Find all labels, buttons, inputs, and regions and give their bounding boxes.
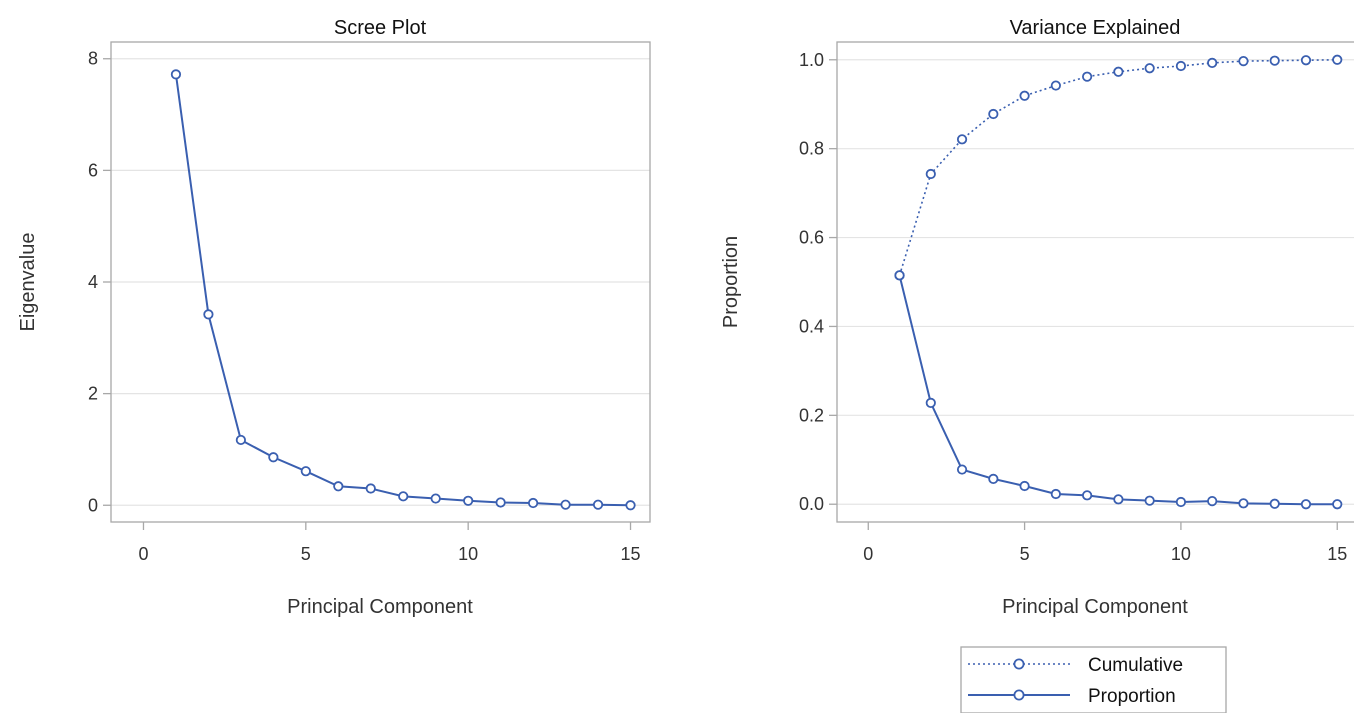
- variance-explained-x-tick-label: 15: [1327, 544, 1347, 564]
- variance-explained-cumulative-point: [1113, 66, 1124, 77]
- variance-explained-cumulative-point: [1207, 57, 1218, 68]
- scree-plot-series-point: [592, 499, 604, 510]
- scree-plot-y-axis-label: Eigenvalue: [17, 233, 39, 332]
- scree-plot-gridlines: [111, 58, 650, 506]
- variance-explained-cumulative-point: [925, 168, 936, 180]
- variance-explained-y-ticks: 0.0 0.2 0.4 0.6 0.8 1.0: [799, 50, 837, 514]
- scree-plot-series-point: [300, 466, 311, 477]
- scree-plot-series-point: [268, 452, 279, 463]
- legend-cumulative-label: Cumulative: [1088, 655, 1183, 676]
- scree-plot-y-tick-label: 6: [88, 160, 98, 180]
- variance-explained-x-tick-label: 5: [1020, 544, 1030, 564]
- variance-explained-x-ticks: 0 5 10 15: [863, 522, 1347, 564]
- variance-explained-proportion-point: [1300, 499, 1312, 510]
- variance-explained-x-axis-label: Principal Component: [1002, 596, 1188, 618]
- variance-explained-panel: Variance Explained 0 5 10 15 0.00.20.40.60.…: [720, 17, 1354, 618]
- legend-cumulative-marker: [1013, 658, 1025, 670]
- scree-plot-series-point: [235, 434, 246, 446]
- variance-explained-proportion-point: [1238, 498, 1249, 509]
- scree-plot-x-tick-label: 0: [138, 544, 148, 564]
- variance-explained-cumulative-point: [1082, 71, 1093, 82]
- scree-plot-y-tick-label: 0: [88, 495, 98, 515]
- scree-plot-title: Scree Plot: [334, 17, 427, 39]
- variance-explained-proportion-point: [1332, 499, 1343, 510]
- variance-explained-y-tick-label: 0.8: [799, 139, 824, 159]
- scree-plot-series-point: [560, 499, 571, 510]
- variance-explained-y-tick-label: 1.0: [799, 50, 824, 70]
- scree-plot-series-point: [430, 493, 441, 504]
- variance-explained-cumulative-point: [1175, 60, 1187, 72]
- variance-explained-proportion-point: [1050, 488, 1061, 500]
- variance-explained-proportion-point: [1113, 494, 1124, 505]
- legend: Cumulative Proportion: [960, 646, 1227, 713]
- variance-explained-cumulative-point: [1300, 55, 1312, 66]
- variance-explained-cumulative-point: [1269, 55, 1280, 66]
- scree-plot-series-point: [495, 497, 506, 508]
- variance-explained-proportion-point: [1144, 495, 1155, 506]
- variance-explained-y-tick-label: 0.0: [799, 494, 824, 514]
- scree-plot-series-point: [528, 497, 539, 509]
- variance-explained-proportion-point: [1269, 498, 1280, 509]
- legend-proportion-label: Proportion: [1088, 686, 1176, 707]
- variance-explained-y-tick-label: 0.4: [799, 316, 824, 336]
- variance-explained-cumulative-point: [956, 134, 968, 145]
- scree-plot-series-point: [365, 483, 376, 494]
- variance-explained-proportion-point: [1175, 496, 1187, 508]
- variance-explained-proportion-point: [894, 270, 905, 281]
- scree-plot-series-point: [463, 495, 474, 506]
- variance-explained-x-tick-label: 10: [1171, 544, 1191, 564]
- scree-plot-y-tick-label: 8: [88, 49, 98, 69]
- variance-explained-cumulative-point: [988, 108, 999, 120]
- variance-explained-cumulative-point: [1144, 63, 1155, 74]
- scree-plot-series-point: [398, 491, 409, 502]
- variance-explained-proportion-point: [956, 464, 968, 475]
- scree-plot-series-point: [625, 500, 636, 511]
- scree-plot-series-point: [333, 481, 344, 492]
- variance-explained-title: Variance Explained: [1010, 17, 1181, 39]
- variance-explained-y-axis-label: Proportion: [720, 236, 742, 328]
- scree-plot-x-tick-label: 15: [621, 544, 641, 564]
- legend-box: [960, 646, 1227, 713]
- variance-explained-proportion-point: [1019, 480, 1030, 492]
- scree-plot-y-tick-label: 4: [88, 272, 98, 292]
- variance-explained-proportion-point: [1207, 496, 1218, 507]
- variance-explained-proportion-point: [925, 397, 936, 408]
- legend-proportion-marker: [1013, 689, 1025, 701]
- variance-explained-frame: [836, 41, 1354, 523]
- scree-plot-series-point: [203, 309, 214, 320]
- scree-plot-x-ticks: 0 5 10 15: [138, 522, 641, 564]
- variance-explained-proportion-point: [1082, 490, 1093, 501]
- variance-explained-cumulative-point: [1019, 90, 1030, 101]
- variance-explained-y-tick-label: 0.2: [799, 405, 824, 425]
- variance-explained-cumulative-point: [1050, 80, 1061, 91]
- variance-explained-cumulative-point: [1332, 54, 1343, 65]
- scree-plot-panel: Scree Plot 0 5 10 15 0 2 4 6 8 Principal Compon…: [17, 17, 651, 618]
- scree-plot-x-axis-label: Principal Component: [287, 596, 473, 618]
- variance-explained-x-tick-label: 0: [863, 544, 873, 564]
- variance-explained-gridlines: [837, 59, 1354, 505]
- variance-explained-series: [894, 54, 1343, 510]
- variance-explained-y-tick-label: 0.6: [799, 228, 824, 248]
- scree-plot-y-tick-label: 2: [88, 384, 98, 404]
- scree-plot-series: [170, 69, 636, 511]
- scree-plot-x-tick-label: 5: [301, 544, 311, 564]
- variance-explained-proportion-point: [988, 473, 999, 484]
- scree-plot-y-ticks: 0 2 4 6 8: [88, 49, 111, 515]
- variance-explained-cumulative-point: [1238, 56, 1249, 67]
- scree-plot-x-tick-label: 10: [458, 544, 478, 564]
- scree-plot-series-point: [170, 69, 182, 80]
- variance-explained-cumulative-line: [898, 58, 1338, 276]
